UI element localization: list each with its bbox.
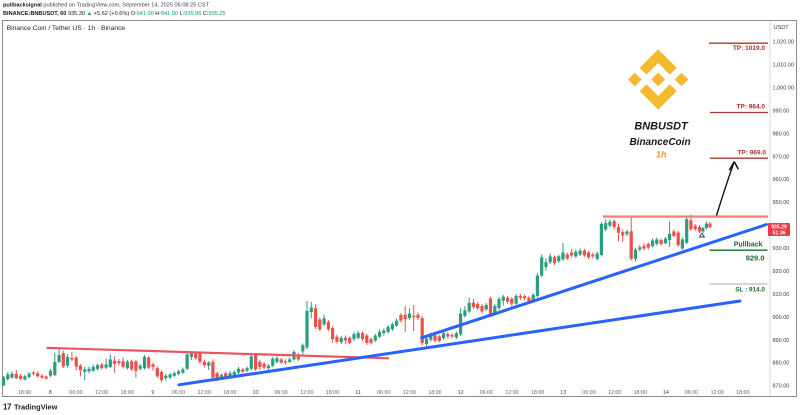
svg-text:USDT: USDT: [774, 25, 790, 31]
svg-text:900.00: 900.00: [773, 315, 790, 321]
svg-text:18:00: 18:00: [121, 390, 134, 396]
svg-text:BinanceCoin: BinanceCoin: [629, 137, 690, 148]
svg-text:1,010.00: 1,010.00: [773, 63, 794, 69]
svg-text:920.00: 920.00: [773, 269, 790, 275]
svg-text:06:00: 06:00: [172, 390, 185, 396]
svg-text:TP: 1019.0: TP: 1019.0: [733, 45, 766, 52]
svg-text:TradingView: TradingView: [14, 403, 58, 412]
svg-text:12:00: 12:00: [403, 390, 416, 396]
svg-text:06:00: 06:00: [274, 390, 287, 396]
svg-text:BINANCE:BNBUSDT, 60 935.30 ▲ +: BINANCE:BNBUSDT, 60 935.30 ▲ +5.62 (+0.6…: [3, 11, 226, 17]
svg-text:18:00: 18:00: [18, 390, 31, 396]
svg-text:06:00: 06:00: [69, 390, 82, 396]
svg-text:12:00: 12:00: [711, 390, 724, 396]
svg-text:12:00: 12:00: [95, 390, 108, 396]
svg-text:970.00: 970.00: [773, 154, 790, 160]
svg-text:1h: 1h: [656, 150, 667, 160]
svg-text:12:00: 12:00: [505, 390, 518, 396]
svg-text:960.00: 960.00: [773, 177, 790, 183]
svg-text:Binance Coin / Tether US · 1h: Binance Coin / Tether US · 1h · Binance: [7, 25, 126, 32]
svg-text:950.00: 950.00: [773, 200, 790, 206]
svg-text:Pullback: Pullback: [734, 241, 763, 248]
svg-text:06:00: 06:00: [582, 390, 595, 396]
svg-text:06:00: 06:00: [377, 390, 390, 396]
svg-text:910.00: 910.00: [773, 292, 790, 298]
svg-text:10: 10: [253, 390, 259, 396]
svg-text:880.00: 880.00: [773, 361, 790, 367]
svg-text:18:00: 18:00: [223, 390, 236, 396]
svg-text:18:00: 18:00: [736, 390, 749, 396]
svg-text:12: 12: [458, 390, 464, 396]
svg-text:870.00: 870.00: [773, 384, 790, 390]
svg-text:06:00: 06:00: [480, 390, 493, 396]
svg-text:51:36: 51:36: [772, 231, 785, 237]
svg-text:06:00: 06:00: [685, 390, 698, 396]
svg-text:18:00: 18:00: [326, 390, 339, 396]
svg-text:8: 8: [49, 390, 52, 396]
svg-text:18:00: 18:00: [428, 390, 441, 396]
svg-text:1,020.00: 1,020.00: [773, 40, 794, 46]
svg-text:13: 13: [560, 390, 566, 396]
svg-text:12:00: 12:00: [198, 390, 211, 396]
svg-text:890.00: 890.00: [773, 338, 790, 344]
svg-text:12:00: 12:00: [608, 390, 621, 396]
svg-text:1,000.00: 1,000.00: [773, 86, 794, 92]
svg-text:BNBUSDT: BNBUSDT: [634, 120, 689, 132]
svg-text:929.0: 929.0: [746, 253, 765, 262]
svg-text:pullbacksignal published on Tr: pullbacksignal published on TradingView.…: [3, 3, 210, 9]
svg-text:930.00: 930.00: [773, 246, 790, 252]
svg-text:980.00: 980.00: [773, 131, 790, 137]
svg-text:18:00: 18:00: [634, 390, 647, 396]
svg-text:SL : 914.0: SL : 914.0: [735, 286, 765, 293]
svg-text:935.29: 935.29: [771, 225, 787, 231]
svg-text:12:00: 12:00: [300, 390, 313, 396]
svg-text:9: 9: [151, 390, 154, 396]
svg-text:17: 17: [3, 403, 12, 412]
svg-text:18:00: 18:00: [531, 390, 544, 396]
svg-text:990.00: 990.00: [773, 108, 790, 114]
svg-text:14: 14: [663, 390, 669, 396]
svg-text:11: 11: [355, 390, 361, 396]
svg-text:TP: 964.0: TP: 964.0: [736, 103, 765, 110]
svg-text:TP: 969.0: TP: 969.0: [737, 150, 766, 157]
